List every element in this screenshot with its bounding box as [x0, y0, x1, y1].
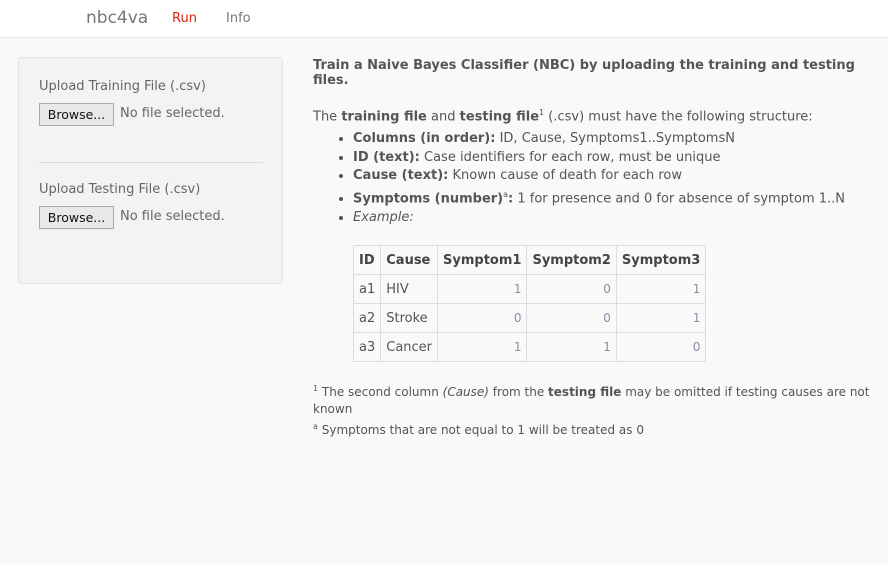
column-header: Cause [380, 245, 439, 276]
list-item: Columns (in order): ID, Cause, Symptoms1… [353, 130, 873, 149]
cell: 1 [437, 274, 528, 305]
table-row: a1 HIV 1 0 1 [352, 274, 707, 305]
testing-browse-button[interactable]: Browse... [39, 206, 114, 229]
training-file-status: No file selected. [120, 106, 225, 121]
column-header: ID [352, 245, 382, 276]
column-header: Symptom1 [437, 245, 528, 276]
page-heading: Train a Naive Bayes Classifier (NBC) by … [313, 58, 855, 88]
footnote-1: 1 The second column (Cause) from the tes… [313, 384, 870, 417]
footnote-a: a Symptoms that are not equal to 1 will … [313, 422, 644, 438]
column-header: Symptom2 [526, 245, 617, 276]
list-item: Symptoms (number)a: 1 for presence and 0… [353, 186, 873, 209]
intro-text: The training file and testing file1 (.cs… [313, 108, 813, 125]
tab-run[interactable]: Run [172, 11, 197, 26]
main-content: Train a Naive Bayes Classifier (NBC) by … [313, 58, 873, 439]
list-item: ID (text): Case identifiers for each row… [353, 149, 873, 168]
training-file-label: Upload Training File (.csv) [39, 79, 206, 94]
table-header-row: ID Cause Symptom1 Symptom2 Symptom3 [352, 245, 707, 276]
cell: 1 [437, 332, 528, 363]
testing-file-label: Upload Testing File (.csv) [39, 182, 201, 197]
list-item: Example: [353, 209, 873, 228]
brand: nbc4va [86, 8, 149, 28]
tab-info[interactable]: Info [226, 11, 251, 26]
cell: 1 [526, 332, 617, 363]
cell: 0 [615, 332, 707, 363]
footnotes: 1 The second column (Cause) from the tes… [313, 380, 873, 439]
structure-list: Columns (in order): ID, Cause, Symptoms1… [313, 130, 873, 227]
cell: 1 [615, 274, 707, 305]
cell: Stroke [380, 303, 439, 334]
cell: a1 [352, 274, 382, 305]
column-header: Symptom3 [615, 245, 707, 276]
table-row: a3 Cancer 1 1 0 [352, 332, 707, 363]
cell: 0 [526, 274, 617, 305]
divider [39, 162, 263, 163]
list-item: Cause (text): Known cause of death for e… [353, 167, 873, 186]
cell: a3 [352, 332, 382, 363]
training-browse-button[interactable]: Browse... [39, 103, 114, 126]
upload-panel: Upload Training File (.csv) Browse... No… [18, 57, 283, 284]
table-row: a2 Stroke 0 0 1 [352, 303, 707, 334]
cell: 1 [615, 303, 707, 334]
cell: a2 [352, 303, 382, 334]
cell: 0 [526, 303, 617, 334]
cell: Cancer [380, 332, 439, 363]
navbar: nbc4va Run Info [0, 0, 888, 38]
cell: 0 [437, 303, 528, 334]
testing-file-status: No file selected. [120, 209, 225, 224]
cell: HIV [380, 274, 439, 305]
example-table: ID Cause Symptom1 Symptom2 Symptom3 a1 HI… [352, 245, 707, 363]
